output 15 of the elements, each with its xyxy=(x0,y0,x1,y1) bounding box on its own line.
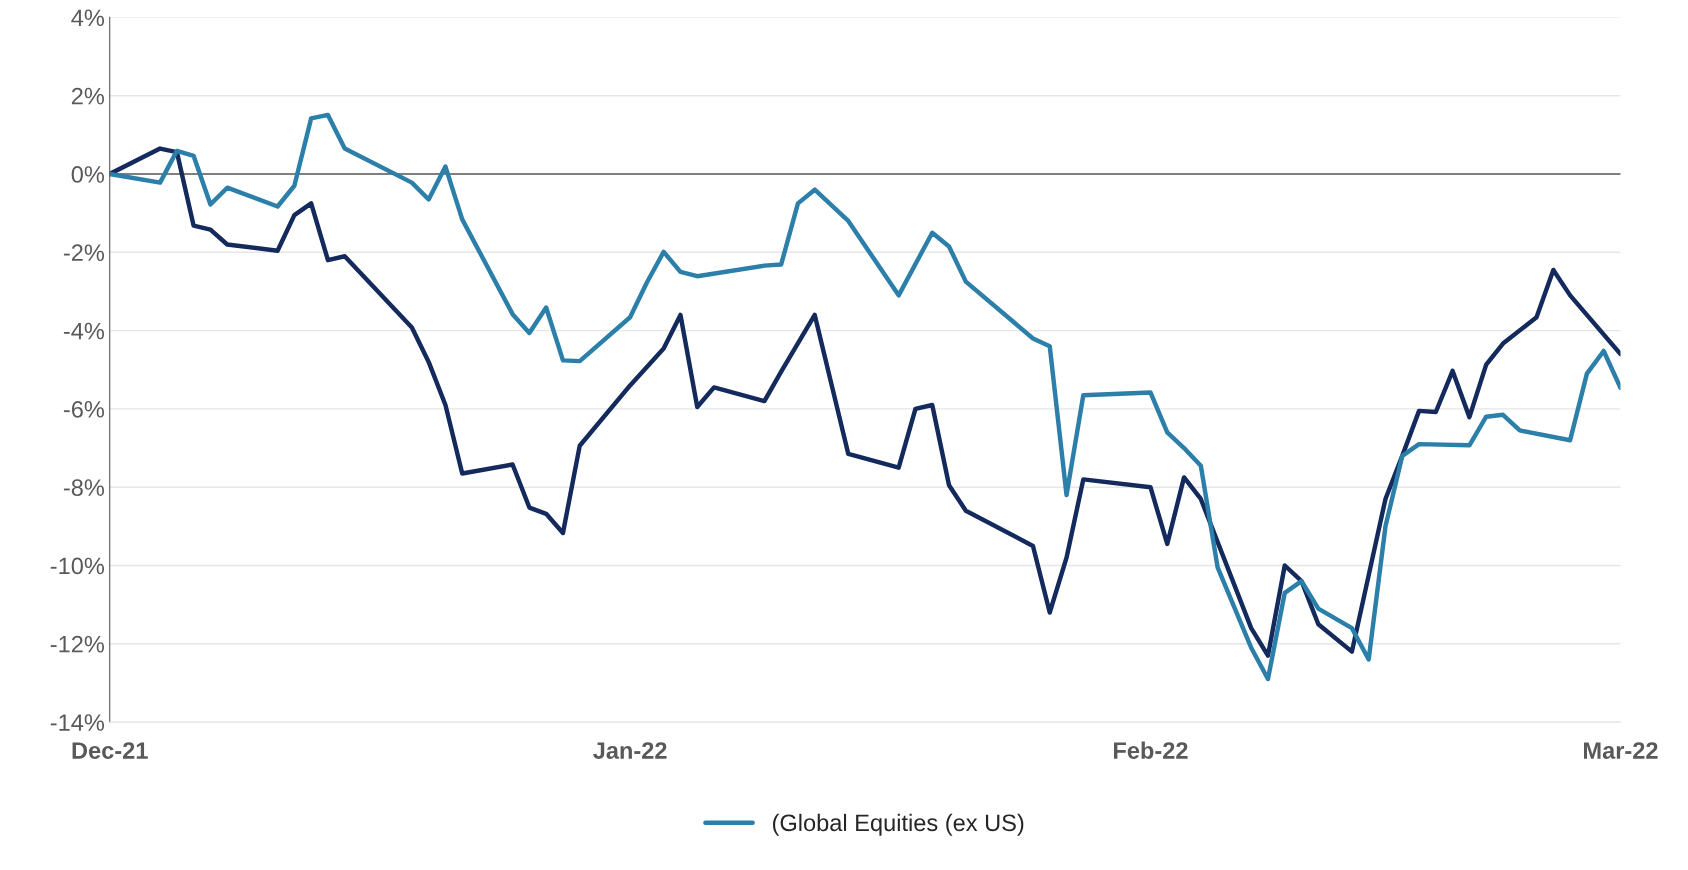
legend-label: (Global Equities (ex US) xyxy=(773,813,1024,836)
y-tick-label: -14% xyxy=(50,714,105,731)
x-tick-label: Jan-22 xyxy=(593,742,667,759)
y-tick-label: -8% xyxy=(63,479,105,496)
y-tick-label: -10% xyxy=(50,557,105,575)
y-tick-label: -6% xyxy=(63,400,105,418)
y-tick-label: -2% xyxy=(63,244,105,261)
y-tick-label: 4% xyxy=(71,9,105,27)
x-tick-label: Dec-21 xyxy=(72,742,148,759)
y-tick-label: -12% xyxy=(50,635,105,653)
x-tick-label: Feb-22 xyxy=(1114,741,1188,759)
y-tick-label: -4% xyxy=(63,322,105,340)
y-tick-label: 2% xyxy=(71,87,105,105)
y-tick-label: 0% xyxy=(71,166,105,183)
x-tick-label: Mar-22 xyxy=(1584,742,1658,759)
